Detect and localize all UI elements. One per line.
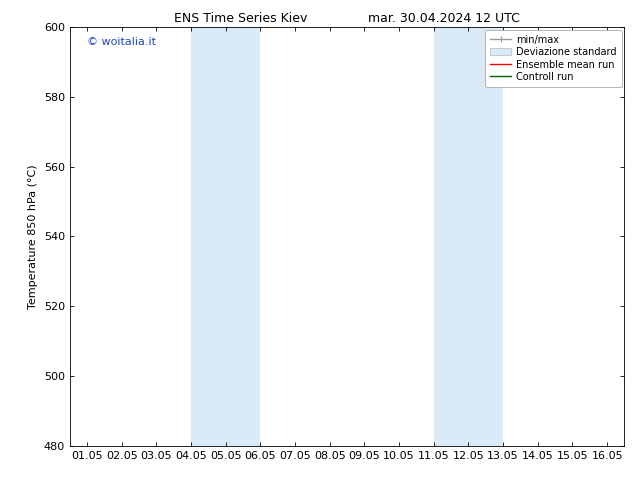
Bar (434, 27, 503, 446)
Text: ENS Time Series Kiev: ENS Time Series Kiev (174, 12, 307, 25)
Y-axis label: Temperature 850 hPa (°C): Temperature 850 hPa (°C) (28, 164, 38, 309)
Text: © woitalia.it: © woitalia.it (87, 37, 156, 48)
Legend: min/max, Deviazione standard, Ensemble mean run, Controll run: min/max, Deviazione standard, Ensemble m… (485, 30, 621, 87)
Text: mar. 30.04.2024 12 UTC: mar. 30.04.2024 12 UTC (368, 12, 520, 25)
Bar (191, 27, 261, 446)
